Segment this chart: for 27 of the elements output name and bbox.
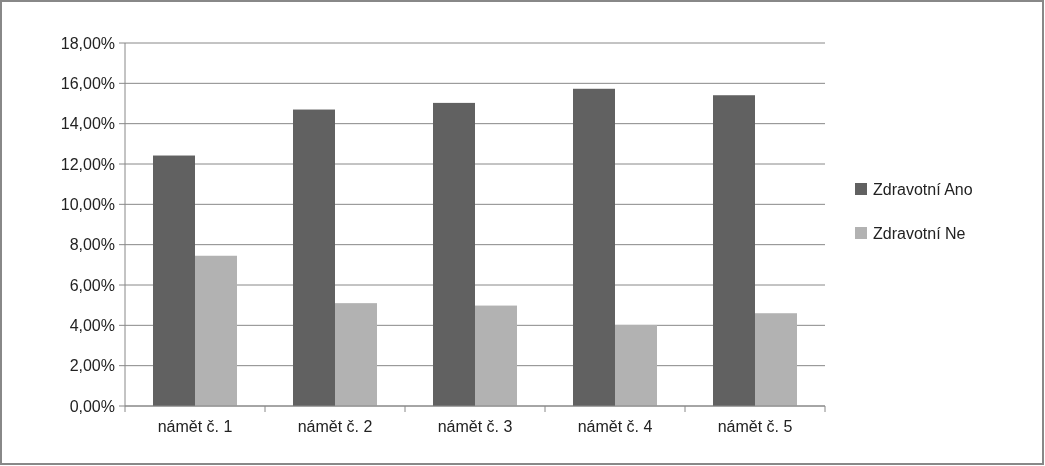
- y-tick-label: 4,00%: [69, 316, 115, 334]
- bar: [755, 313, 797, 406]
- y-tick-label: 16,00%: [60, 74, 115, 92]
- bar: [335, 303, 377, 406]
- bar: [615, 324, 657, 406]
- y-tick-label: 6,00%: [69, 276, 115, 294]
- x-tick-label: námět č. 4: [577, 418, 653, 435]
- bar: [433, 102, 475, 406]
- x-tick-label: námět č. 1: [157, 418, 233, 435]
- x-tick-label: námět č. 2: [297, 418, 373, 435]
- bar: [475, 305, 517, 406]
- x-tick-label: námět č. 3: [437, 418, 513, 435]
- y-tick-label: 18,00%: [60, 34, 115, 52]
- bar: [153, 155, 195, 406]
- y-tick-label: 12,00%: [60, 155, 115, 173]
- bar: [293, 109, 335, 406]
- y-tick-label: 2,00%: [69, 357, 115, 375]
- y-tick-label: 0,00%: [69, 397, 115, 415]
- y-tick-label: 14,00%: [60, 115, 115, 133]
- bar: [713, 95, 755, 406]
- legend-label: Zdravotní Ne: [873, 224, 966, 242]
- legend-label: Zdravotní Ano: [873, 180, 973, 198]
- bar: [573, 88, 615, 406]
- y-tick-label: 10,00%: [60, 195, 115, 213]
- y-tick-label: 8,00%: [69, 236, 115, 254]
- x-tick-label: námět č. 5: [717, 418, 793, 435]
- bar: [195, 255, 237, 406]
